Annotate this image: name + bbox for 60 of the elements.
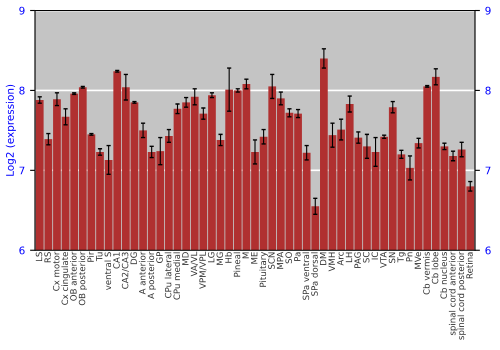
x-tick-label: A posterior	[148, 252, 156, 299]
y-tick-label: 8	[19, 86, 25, 95]
x-tick-label: CPu lateral	[164, 252, 172, 298]
x-tick-label: SPa ventral	[302, 252, 310, 300]
x-tick-label: LG	[208, 252, 214, 262]
y-axis-title: Log2 (expression)	[6, 84, 16, 176]
x-tick-label: ME	[251, 252, 258, 264]
x-tick-label: Pn	[406, 252, 412, 262]
x-tick-label: spinal cord posterior	[457, 252, 466, 340]
x-tick-label: Cx cingulate	[61, 252, 70, 305]
x-tick-label: IC	[372, 252, 378, 260]
x-tick-label: DG	[130, 252, 137, 264]
x-tick-label: Pituitary	[259, 252, 268, 287]
x-tick-label: MG	[216, 252, 224, 265]
x-tick-label: ventral S	[104, 252, 112, 290]
x-tick-label: PAG	[354, 252, 361, 268]
x-tick-label: VPM/VPL	[199, 252, 207, 289]
y2-tick-label: 7	[486, 166, 490, 174]
x-tick-label: Cb vermis	[423, 252, 430, 294]
x-tick-label: SN	[388, 252, 396, 263]
x-tick-label: LS	[36, 252, 42, 262]
y-tick-label: 7	[20, 166, 24, 174]
x-tick-label: Pineal	[234, 252, 240, 277]
x-tick-label: Hb	[225, 252, 232, 263]
y-tick-label: 6	[19, 246, 25, 254]
x-tick-label: Tg	[397, 252, 406, 262]
x-tick-label: Cx motor	[52, 252, 60, 291]
x-tick-label: VA/VL	[190, 252, 198, 276]
y2-tick-label: 8	[485, 86, 491, 95]
x-tick-label: CA2/CA3	[122, 252, 130, 289]
x-tick-label: Cb nucleus	[440, 252, 447, 299]
x-tick-label: MVe	[414, 252, 422, 269]
x-tick-label: Pa	[294, 252, 301, 261]
x-tick-label: VMH	[328, 252, 335, 272]
x-tick-label: M	[242, 252, 249, 258]
x-tick-label: SPa dorsal	[311, 252, 318, 296]
x-tick-label: OB anterior	[70, 252, 77, 301]
x-tick-label: DM	[320, 252, 326, 265]
x-tick-label: Retina	[466, 252, 473, 278]
x-tick-label: CPu medial	[173, 252, 180, 300]
x-tick-label: SC	[362, 252, 370, 263]
x-tick-label: GP	[156, 252, 163, 264]
x-tick-label: spinal cord anterior	[448, 252, 458, 336]
x-tick-label: A anterior	[138, 252, 146, 294]
x-tick-label: VTA	[380, 252, 387, 268]
x-tick-label: SCN	[268, 252, 275, 269]
y2-tick-label: 9	[485, 6, 491, 15]
y2-tick-label: 6	[485, 246, 491, 254]
x-tick-label: MPA	[276, 252, 284, 269]
x-tick-label: MD	[182, 252, 188, 265]
x-tick-label: SO	[285, 252, 292, 264]
x-tick-label: LH	[346, 252, 352, 262]
x-tick-label: Pir	[87, 252, 94, 262]
x-tick-label: RS	[44, 252, 51, 262]
x-tick-label: Tu	[96, 252, 103, 262]
x-tick-label: OB posterior	[78, 252, 87, 306]
x-tick-label: Arc	[337, 252, 344, 266]
x-tick-label: CA1	[113, 252, 120, 269]
y-tick-label: 9	[19, 6, 25, 15]
x-tick-label: Cb lobe	[432, 252, 438, 284]
